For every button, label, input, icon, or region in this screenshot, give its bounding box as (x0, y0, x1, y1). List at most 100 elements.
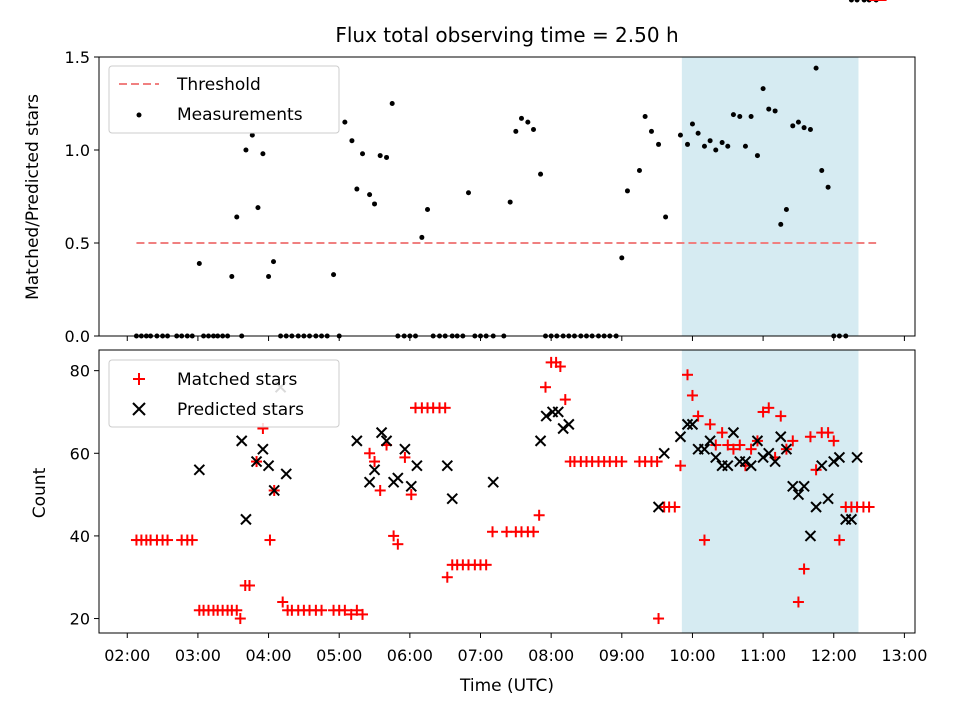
matched-star-marker (559, 394, 571, 406)
bottom-axes-frame (98, 349, 916, 634)
matched-star-marker (441, 571, 453, 583)
measurement-point (331, 272, 337, 278)
predicted-marker-stroke (833, 451, 846, 464)
matched-star-marker (392, 538, 404, 550)
predicted-star-marker (722, 459, 734, 472)
predicted-star-marker (534, 435, 547, 447)
top-y-axis-label: Matched/Predicted stars (23, 94, 43, 300)
predicted-marker-stroke (658, 447, 670, 459)
predicted-star-marker (351, 435, 363, 447)
measurement-point (701, 143, 707, 149)
predicted-star-marker (652, 501, 665, 513)
predicted-marker-stroke (552, 406, 564, 418)
predicted-marker-stroke (769, 455, 781, 468)
measurement-point (854, 0, 860, 3)
matched-star-marker (162, 534, 174, 546)
predicted-star-marker (828, 455, 840, 468)
predicted-marker-stroke (363, 476, 376, 488)
measurement-point (730, 112, 736, 118)
matched-legend-label: Matched stars (177, 370, 297, 390)
matched-stars-points (130, 0, 887, 625)
matched-star-marker (757, 406, 769, 418)
bottom-x-tick-label: 11:00 (740, 646, 786, 665)
measurements-legend-marker (136, 112, 142, 118)
predicted-marker-stroke (487, 476, 499, 488)
predicted-star-marker (810, 501, 822, 513)
measurement-point (713, 147, 719, 153)
predicted-star-marker (739, 455, 752, 468)
bottom-x-tick-label: 05:00 (316, 646, 362, 665)
matched-star-marker (405, 489, 417, 501)
matched-star-marker (339, 604, 351, 616)
x-axis-label: Time (UTC) (459, 676, 554, 696)
matched-star-marker (745, 443, 757, 455)
predicted-star-marker (363, 476, 376, 488)
predicted-marker-stroke (236, 435, 248, 447)
predicted-star-marker (658, 447, 670, 459)
predicted-star-marker (236, 435, 248, 447)
measurement-point (530, 127, 536, 133)
measurement-point (801, 125, 807, 131)
matched-star-marker (616, 456, 628, 468)
predicted-marker-stroke (763, 447, 775, 459)
matched-star-marker (698, 534, 710, 546)
predicted-marker-stroke (375, 426, 388, 439)
predicted-star-marker (552, 406, 564, 418)
bottom-y-tick-label: 20 (70, 610, 90, 629)
figure-title: Flux total observing time = 2.50 h (335, 23, 678, 47)
matched-star-marker (710, 439, 722, 451)
measurement-point (819, 167, 825, 173)
measurement-point (636, 167, 642, 173)
bottom-y-tick-label: 60 (70, 444, 90, 463)
measurement-point (243, 147, 249, 153)
predicted-marker-stroke (446, 493, 458, 505)
measurement-point (778, 221, 784, 227)
matched-star-marker (734, 439, 746, 451)
predicted-marker-stroke (368, 464, 381, 476)
predicted-star-marker (792, 488, 805, 501)
predicted-star-marker (769, 455, 781, 468)
bottom-x-tick-label: 12:00 (811, 646, 857, 665)
measurement-point (354, 186, 360, 192)
top-y-tick-label: 1.5 (65, 48, 90, 67)
predicted-star-marker (816, 459, 828, 472)
measurement-point (513, 128, 519, 134)
predicted-star-marker (775, 431, 787, 443)
predicted-star-marker (833, 451, 846, 464)
top-axes-frame (98, 56, 916, 337)
predicted-stars-points (193, 381, 863, 542)
measurement-point (760, 86, 766, 92)
measurement-point (813, 65, 819, 71)
predicted-marker-stroke (262, 459, 275, 472)
predicted-marker-stroke (757, 451, 769, 464)
predicted-marker-stroke (698, 443, 711, 455)
matched-star-marker (669, 501, 681, 513)
matched-star-marker (231, 604, 243, 616)
top-y-tick-label: 1.0 (65, 141, 90, 160)
measurement-point (825, 184, 831, 190)
predicted-star-marker (745, 459, 757, 472)
predicted-star-marker (262, 459, 275, 472)
predicted-marker-stroke (534, 435, 547, 447)
measurement-point (795, 119, 801, 125)
bottom-x-tick-label: 03:00 (175, 646, 221, 665)
predicted-marker-stroke (557, 422, 569, 435)
predicted-marker-stroke (816, 459, 828, 472)
measurement-point (507, 199, 513, 205)
top-y-tick-label: 0.5 (65, 234, 90, 253)
matched-star-marker (651, 456, 663, 468)
top-x-ticks (126, 336, 905, 341)
measurement-point (748, 114, 754, 120)
top-shaded-span (681, 57, 859, 336)
measurement-point (229, 273, 235, 279)
predicted-marker-stroke (792, 488, 805, 501)
bottom-y-ticks: 20 40 60 80 (70, 362, 99, 629)
predicted-star-marker (487, 476, 499, 488)
bottom-x-tick-label: 04:00 (246, 646, 292, 665)
predicted-star-marker (540, 410, 552, 422)
measurement-points (133, 0, 879, 339)
matched-star-marker (439, 402, 451, 414)
matched-star-marker (357, 608, 369, 620)
top-legend-box (108, 65, 340, 134)
